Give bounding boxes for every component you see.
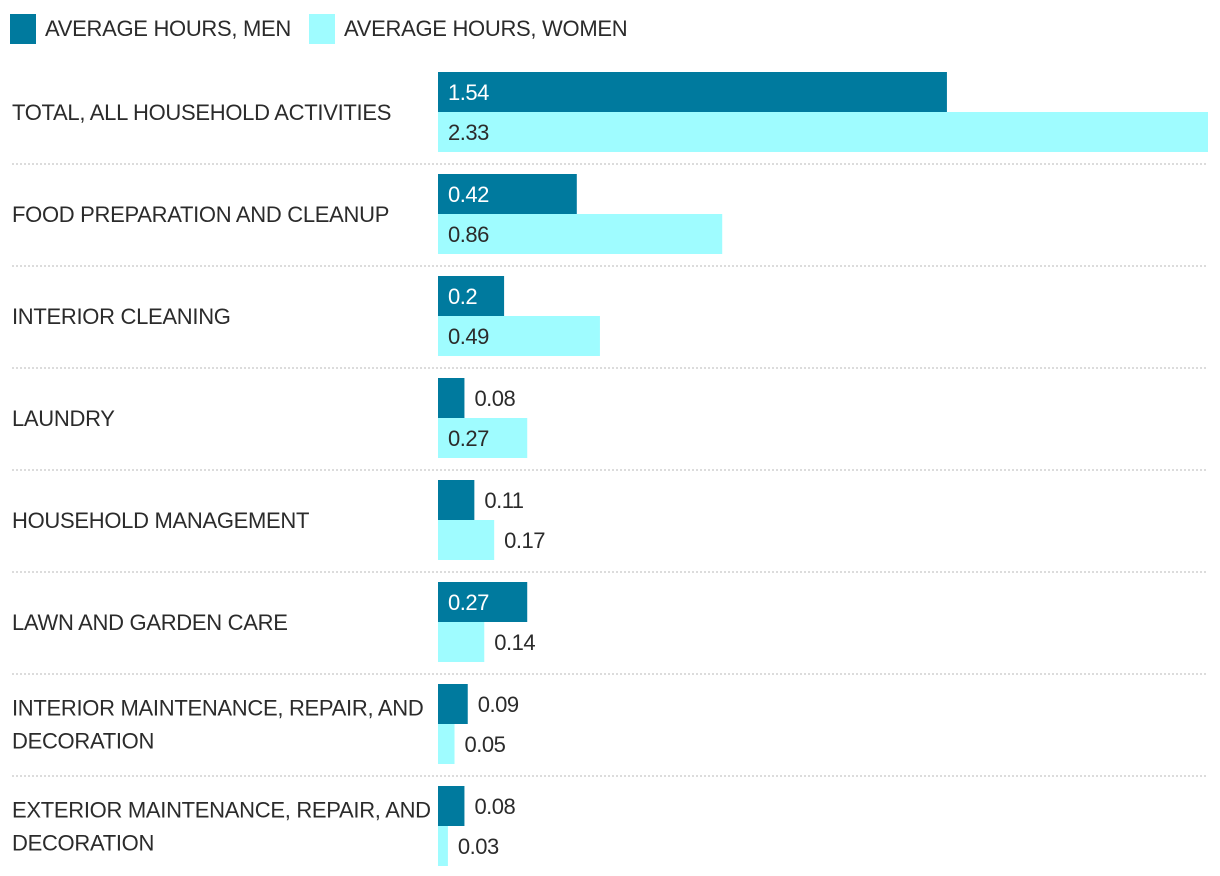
bar-men <box>438 174 577 214</box>
category-label: LAWN AND GARDEN CARE <box>12 610 288 635</box>
value-label-men: 0.27 <box>448 590 489 615</box>
bar-women <box>438 418 528 458</box>
value-label-men: 0.11 <box>484 488 523 513</box>
bar-women <box>438 622 485 662</box>
category-label: TOTAL, ALL HOUSEHOLD ACTIVITIES <box>12 100 391 125</box>
value-label-women: 0.86 <box>448 222 489 247</box>
bar-men <box>438 786 465 826</box>
bar-men <box>438 72 947 112</box>
category-row: INTERIOR MAINTENANCE, REPAIR, AND DECORAT… <box>12 684 1208 777</box>
legend: AVERAGE HOURS, MEN AVERAGE HOURS, WOMEN <box>10 12 645 46</box>
legend-swatch-men <box>10 14 36 44</box>
category-row: FOOD PREPARATION AND CLEANUP 0.42 0.86 <box>12 174 1208 267</box>
category-label: LAUNDRY <box>12 406 115 431</box>
bar-men <box>438 276 505 316</box>
legend-item-men: AVERAGE HOURS, MEN <box>10 14 291 44</box>
category-label: INTERIOR CLEANING <box>12 304 231 329</box>
value-label-men: 0.2 <box>448 284 477 309</box>
category-label: DECORATION <box>12 729 154 754</box>
category-row: LAWN AND GARDEN CARE 0.270.14 <box>12 582 1208 675</box>
value-label-women: 0.14 <box>494 630 535 655</box>
value-label-men: 0.08 <box>474 386 515 411</box>
category-row: HOUSEHOLD MANAGEMENT 0.11 0.17 <box>12 480 1208 573</box>
bar-men <box>438 684 468 724</box>
bar-men <box>438 378 465 418</box>
category-row: LAUNDRY 0.08 0.27 <box>12 378 1208 471</box>
bar-chart: TOTAL, ALL HOUSEHOLD ACTIVITIES 1.54 2.33 F… <box>12 72 1208 866</box>
bar-women <box>438 826 448 866</box>
value-label-women: 0.05 <box>465 732 506 757</box>
bar-women <box>438 724 455 764</box>
value-label-men: 0.42 <box>448 182 489 207</box>
bar-men <box>438 480 475 520</box>
bar-women <box>438 520 495 560</box>
value-label-men: 1.54 <box>448 80 489 105</box>
legend-label-men: AVERAGE HOURS, MEN <box>45 16 292 41</box>
legend-swatch-women <box>309 14 336 44</box>
category-label: EXTERIOR MAINTENANCE, REPAIR, AND <box>12 798 431 823</box>
value-label-women: 0.27 <box>448 426 489 451</box>
bar-men <box>438 582 528 622</box>
category-row: TOTAL, ALL HOUSEHOLD ACTIVITIES 1.54 2.33 <box>12 72 1208 165</box>
category-label: DECORATION <box>12 831 154 856</box>
value-label-men: 0.08 <box>474 794 515 819</box>
bar-women <box>438 112 1208 152</box>
category-row: EXTERIOR MAINTENANCE, REPAIR, AND DECORAT… <box>12 786 516 866</box>
category-label: HOUSEHOLD MANAGEMENT <box>12 508 309 533</box>
category-label: FOOD PREPARATION AND CLEANUP <box>12 202 389 227</box>
value-label-women: 0.49 <box>448 324 489 349</box>
value-label-men: 0.09 <box>478 692 519 717</box>
legend-item-women: AVERAGE HOURS, WOMEN <box>309 14 628 44</box>
category-row: INTERIOR CLEANING 0.2 0.49 <box>12 276 1208 369</box>
bar-women <box>438 316 600 356</box>
value-label-women: 2.33 <box>448 120 489 145</box>
bar-women <box>438 214 723 254</box>
legend-label-women: AVERAGE HOURS, WOMEN <box>344 16 628 41</box>
category-label: INTERIOR MAINTENANCE, REPAIR, AND <box>12 696 423 721</box>
value-label-women: 0.03 <box>458 834 499 859</box>
value-label-women: 0.17 <box>504 528 545 553</box>
